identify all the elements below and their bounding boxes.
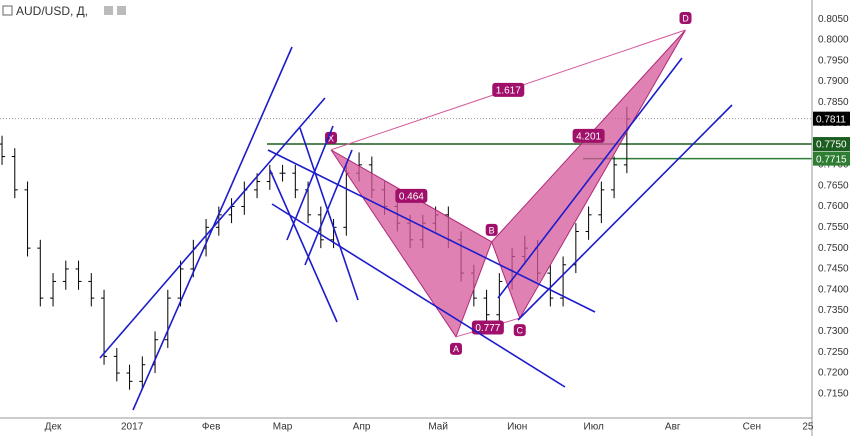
x-tick-label: 2017 — [121, 422, 144, 433]
pattern-point-label: X — [328, 133, 334, 143]
x-tick-label: Май — [428, 422, 448, 433]
y-tick-label: 0.7850 — [818, 97, 849, 108]
pattern-point — [513, 324, 526, 337]
pattern-point-label: B — [489, 225, 495, 235]
trend-line — [269, 169, 338, 323]
price-tag-label: 0.7750 — [816, 140, 847, 151]
trend-line — [286, 125, 334, 241]
trend-line — [299, 127, 359, 301]
trend-line — [99, 97, 326, 359]
x-tick-label: Фев — [202, 422, 220, 433]
x-tick-label: Дек — [45, 422, 62, 433]
icon[interactable] — [117, 6, 126, 15]
x-tick-label: Июл — [584, 422, 604, 433]
y-tick-label: 0.7450 — [818, 264, 849, 275]
y-tick-label: 0.7150 — [818, 388, 849, 399]
bars — [0, 106, 630, 390]
ratio-box — [492, 82, 525, 97]
pattern-point — [449, 342, 462, 355]
y-tick-label: 0.8000 — [818, 35, 849, 46]
x-tick-label: Сен — [743, 422, 761, 433]
price-tag — [813, 151, 850, 166]
pattern-point-label: C — [516, 325, 523, 335]
y-tick-label: 0.8050 — [818, 14, 849, 25]
price-tag — [813, 137, 850, 152]
x-tick-label: Авг — [665, 422, 681, 433]
pattern-point — [679, 11, 692, 24]
y-tick-label: 0.7400 — [818, 284, 849, 295]
price-tag — [813, 111, 850, 126]
pattern-point — [485, 223, 498, 236]
header: AUD/USD, Д, — [2, 4, 126, 18]
symbol: AUD/USD, Д, — [16, 4, 88, 18]
y-tick-label: 0.7300 — [818, 326, 849, 337]
y-tick-label: 0.7950 — [818, 55, 849, 66]
trend-line — [304, 149, 353, 266]
ratio-box — [395, 188, 428, 203]
trend-line — [271, 203, 566, 388]
price-tags: 0.7811 0.7750 0.7715 — [813, 111, 850, 166]
pattern-point-label: D — [682, 13, 689, 23]
ratio-box — [572, 128, 605, 143]
pattern-point-label: A — [453, 344, 459, 354]
y-tick-label: 0.7200 — [818, 368, 849, 379]
y-tick-label: 0.7350 — [818, 305, 849, 316]
harmonic-pattern: 1.617 0.464 0.777 4.201 X A B C D — [325, 11, 692, 355]
ratio-label: 0.464 — [399, 192, 424, 203]
y-tick-label: 0.7600 — [818, 201, 849, 212]
price-tag-label: 0.7811 — [816, 114, 846, 125]
x-tick-label: Июн — [507, 422, 527, 433]
y-tick-label: 0.7500 — [818, 243, 849, 254]
ratio-label: 0.777 — [475, 323, 500, 334]
x-tick-label: Апр — [353, 422, 371, 433]
ratio-box — [471, 320, 504, 335]
trend-lines — [99, 46, 733, 411]
y-tick-label: 0.7550 — [818, 222, 849, 233]
x-tick-label: 25 — [802, 422, 814, 433]
trend-line — [517, 104, 733, 321]
icon[interactable] — [104, 6, 113, 15]
trend-line — [267, 149, 596, 313]
x-tick-label: Мар — [273, 422, 293, 433]
icon — [2, 5, 13, 16]
ratio-label: 1.617 — [496, 86, 521, 97]
y-tick-label: 0.7250 — [818, 347, 849, 358]
trend-line — [497, 57, 683, 299]
pattern-point — [325, 131, 338, 144]
price-tag-label: 0.7715 — [816, 154, 847, 165]
y-tick-label: 0.7900 — [818, 76, 849, 87]
y-tick-label: 0.7650 — [818, 180, 849, 191]
ratio-label: 4.201 — [576, 132, 601, 143]
price-levels — [0, 118, 812, 160]
